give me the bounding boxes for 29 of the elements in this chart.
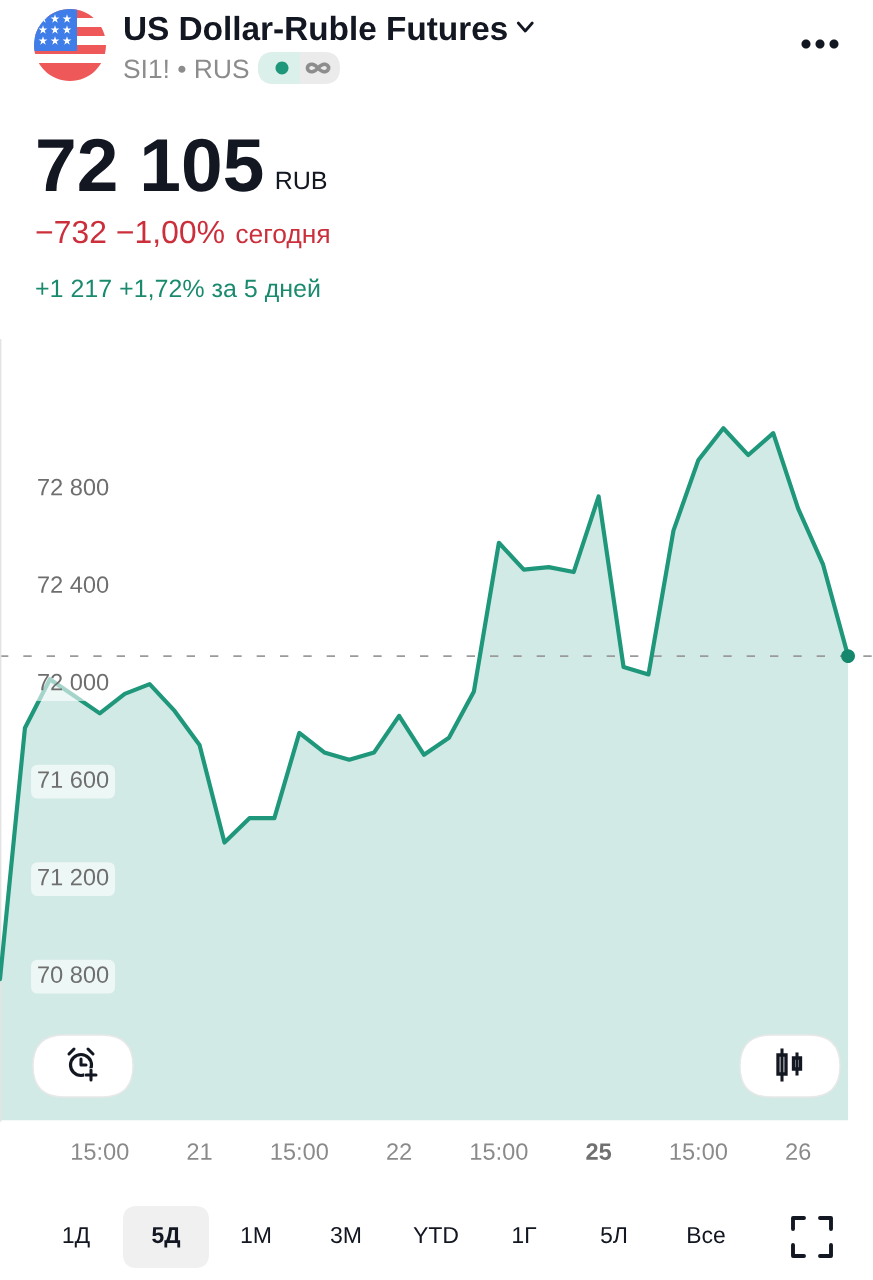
y-tick-label: 71 600 <box>38 771 109 788</box>
text: 3М <box>330 1226 361 1244</box>
text: +1 217 +1,72% за 5 дней <box>36 278 320 302</box>
x-tick-label: 15:00 <box>72 1143 129 1160</box>
y-tick-label: 70 800 <box>38 966 109 983</box>
text: 5Д <box>152 1227 181 1248</box>
text: сегодня <box>236 228 329 249</box>
text: 1Д <box>63 1227 90 1248</box>
chart-subtitle: SI1! • RUS <box>124 59 249 79</box>
chart-title: US Dollar-Ruble Futures <box>125 15 507 41</box>
y-tick-label: 71 200 <box>38 868 109 886</box>
x-tick-label: 15:00 <box>670 1143 728 1160</box>
y-tick-label: 72 800 <box>38 478 109 496</box>
y-tick-label: 72 000 <box>38 673 109 691</box>
text: 5Л <box>601 1227 627 1244</box>
x-tick-label: 15:00 <box>471 1143 528 1160</box>
text: −732 −1,00% <box>36 220 224 248</box>
x-tick-label: 15:00 <box>271 1143 328 1160</box>
x-tick-label: 25 <box>586 1143 612 1160</box>
text: Все <box>688 1227 725 1244</box>
text: 72 105 <box>38 138 263 192</box>
text: YTD <box>413 1227 458 1243</box>
x-tick-label: 21 <box>187 1143 212 1160</box>
text: 1М <box>241 1227 271 1243</box>
text: RUB <box>276 171 327 190</box>
x-tick-label: 22 <box>387 1143 412 1160</box>
y-tick-label: 72 400 <box>38 576 109 594</box>
text: 1Г <box>513 1227 537 1243</box>
x-tick-label: 26 <box>786 1143 811 1160</box>
